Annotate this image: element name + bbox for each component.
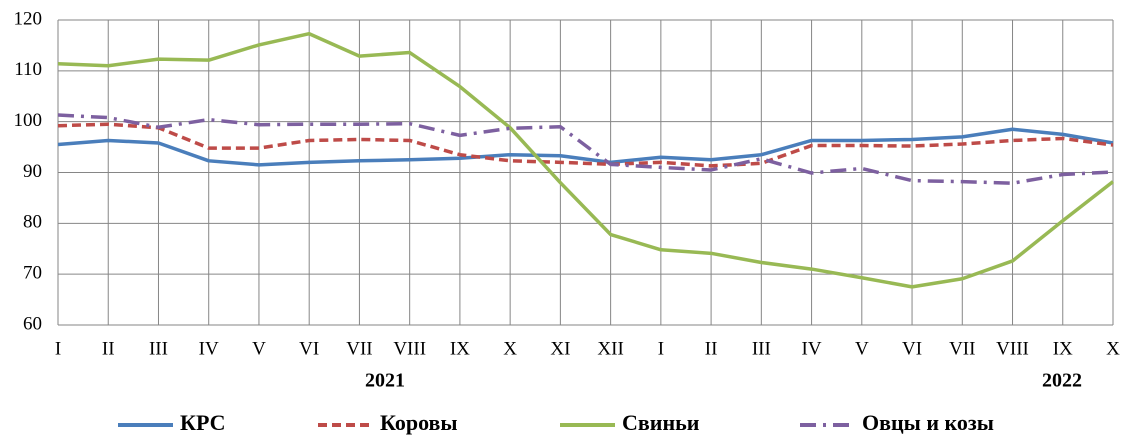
x-tick-label: II <box>102 338 115 359</box>
x-tick-label: IX <box>1053 338 1073 359</box>
x-tick-label: III <box>752 338 771 359</box>
series-line <box>57 122 1114 168</box>
legend-label: КРС <box>180 410 226 435</box>
x-tick-label: I <box>658 338 664 359</box>
x-tick-label: I <box>55 338 61 359</box>
y-tick-label: 80 <box>23 212 42 233</box>
x-tick-label: V <box>855 338 869 359</box>
y-tick-label: 100 <box>14 110 43 131</box>
year-label: 2021 <box>365 370 405 392</box>
series-line <box>57 113 1114 185</box>
x-tick-label: X <box>1106 338 1120 359</box>
x-tick-label: VI <box>299 338 319 359</box>
x-tick-label: V <box>252 338 266 359</box>
x-tick-label: VIII <box>393 338 426 359</box>
x-tick-label: VII <box>949 338 975 359</box>
x-tick-label: II <box>705 338 718 359</box>
legend-label: Овцы и козы <box>862 410 994 435</box>
x-tick-label: VII <box>346 338 372 359</box>
y-tick-label: 120 <box>14 8 43 29</box>
y-tick-label: 70 <box>23 263 42 284</box>
x-tick-label: IX <box>450 338 470 359</box>
y-tick-label: 90 <box>23 161 42 182</box>
y-tick-label: 60 <box>23 313 42 334</box>
x-tick-label: VI <box>902 338 922 359</box>
x-tick-label: VIII <box>996 338 1029 359</box>
x-tick-label: III <box>149 338 168 359</box>
legend-label: Свиньи <box>622 410 700 435</box>
year-label: 2022 <box>1042 370 1082 392</box>
legend-label: Коровы <box>380 410 458 435</box>
series-line <box>57 31 1115 289</box>
x-tick-label: IV <box>802 338 822 359</box>
series-line <box>57 127 1114 167</box>
x-tick-label: XII <box>597 338 623 359</box>
x-tick-label: IV <box>199 338 219 359</box>
x-tick-label: XI <box>550 338 570 359</box>
x-tick-label: X <box>503 338 517 359</box>
y-tick-label: 110 <box>14 59 42 80</box>
